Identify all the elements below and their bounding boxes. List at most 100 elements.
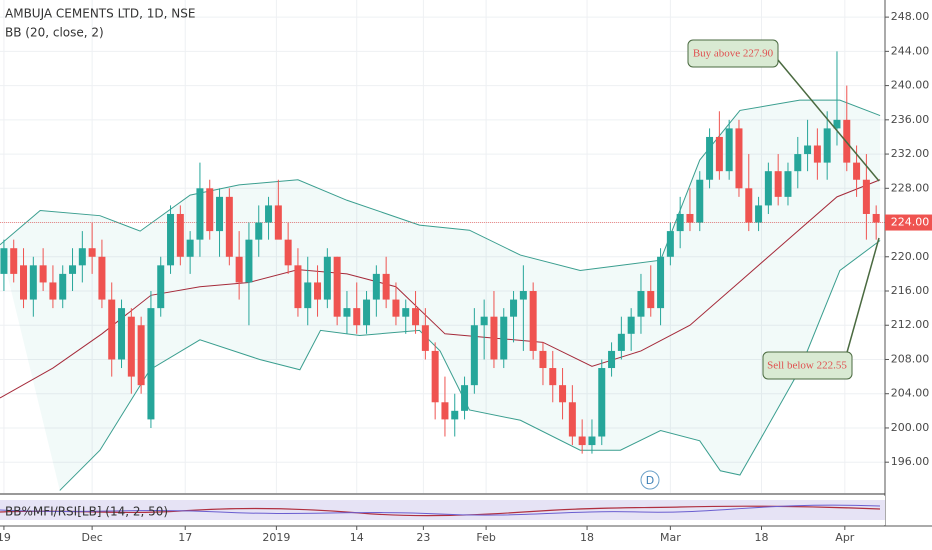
candle-body [196, 188, 204, 240]
x-tick-label: 18 [580, 531, 594, 544]
candle-body [578, 436, 586, 446]
candle-body [725, 128, 733, 172]
candle-body [137, 325, 145, 386]
candle-body [617, 333, 625, 351]
candle-body [314, 282, 322, 300]
candle-body [255, 222, 263, 240]
y-tick-label: 232.00 [891, 147, 930, 160]
lower-pane-line [0, 505, 881, 517]
candle-body [647, 291, 655, 309]
candle-body [29, 265, 37, 300]
candle-body [480, 316, 488, 326]
y-tick-label: 208.00 [891, 352, 930, 365]
candle-body [225, 196, 233, 257]
candle-body [794, 154, 802, 172]
candle-body [118, 308, 126, 360]
candle-body [833, 119, 841, 129]
candle-body [745, 188, 753, 223]
lower-pane-line [0, 504, 881, 516]
candle-body [784, 171, 792, 197]
x-tick-label: 2019 [262, 531, 290, 544]
candle-body [774, 171, 782, 197]
x-tick-label: 23 [416, 531, 430, 544]
plot-area [0, 51, 885, 491]
candle-body [98, 256, 106, 300]
last-price-label: 224.00 [891, 216, 930, 229]
candle-body [127, 316, 135, 377]
x-tick-label: 18 [755, 531, 769, 544]
y-tick-label: 220.00 [891, 250, 930, 263]
candle-body [843, 119, 851, 163]
band-line [59, 240, 881, 491]
candle-body [392, 299, 400, 317]
candle-body [363, 299, 371, 326]
candle-body [813, 145, 821, 163]
candle-body [568, 402, 576, 437]
candle-body [49, 282, 57, 300]
candle-body [510, 299, 518, 317]
x-tick-label: 14 [350, 531, 364, 544]
candle-body [157, 265, 165, 309]
candle-body [539, 350, 547, 369]
candle-body [108, 299, 116, 360]
candle-body [0, 248, 8, 274]
y-tick-label: 204.00 [891, 387, 930, 400]
band-line [0, 99, 881, 271]
candle-body [686, 213, 694, 223]
candle-body [451, 410, 459, 420]
candle-body [862, 179, 870, 214]
y-tick-label: 212.00 [891, 318, 930, 331]
candle-body [265, 205, 273, 223]
candle-body [529, 291, 537, 351]
candle-body [872, 213, 880, 223]
indicator-label: BB (20, close, 2) [5, 26, 104, 40]
candle-body [206, 188, 214, 232]
x-tick-label: Mar [660, 531, 681, 544]
lower-pane-band [0, 500, 885, 520]
candle-body [461, 385, 469, 411]
candle-body [167, 213, 175, 266]
candle-body [608, 350, 616, 369]
candle-body [294, 265, 302, 309]
candle-body [284, 239, 292, 266]
candle-body [186, 239, 194, 257]
candle-body [490, 316, 498, 360]
annotation-text: Sell below 222.55 [767, 360, 847, 372]
x-tick-label: 19 [0, 531, 11, 544]
candle-body [372, 273, 380, 300]
candle-body [274, 205, 282, 240]
candle-body [78, 248, 86, 266]
candle-body [637, 291, 645, 317]
y-tick-label: 244.00 [891, 44, 930, 57]
event-label[interactable]: D [646, 474, 654, 487]
x-tick-label: Dec [81, 531, 102, 544]
annotation-arrow [777, 59, 880, 182]
candle-body [598, 368, 606, 437]
x-tick-label: Feb [476, 531, 495, 544]
candle-body [235, 256, 243, 283]
candle-body [755, 205, 763, 223]
candle-body [147, 308, 155, 420]
candle-body [216, 196, 224, 232]
annotation-text: Buy above 227.90 [693, 48, 774, 60]
candle-body [764, 171, 772, 206]
candle-body [715, 136, 723, 172]
candle-body [412, 308, 420, 326]
event-marker[interactable] [640, 470, 660, 490]
candle-body [627, 316, 635, 334]
candle-body [402, 308, 410, 317]
y-tick-label: 248.00 [891, 10, 930, 23]
y-tick-label: 200.00 [891, 421, 930, 434]
candle-body [20, 265, 28, 300]
candle-body [588, 436, 596, 446]
candle-body [519, 291, 527, 300]
candle-body [441, 402, 449, 420]
candle-body [323, 256, 331, 300]
candle-body [804, 145, 812, 155]
candle-body [823, 128, 831, 163]
candle-body [245, 239, 253, 283]
candle-body [343, 308, 351, 317]
candle-body [88, 248, 96, 257]
y-tick-label: 240.00 [891, 79, 930, 92]
